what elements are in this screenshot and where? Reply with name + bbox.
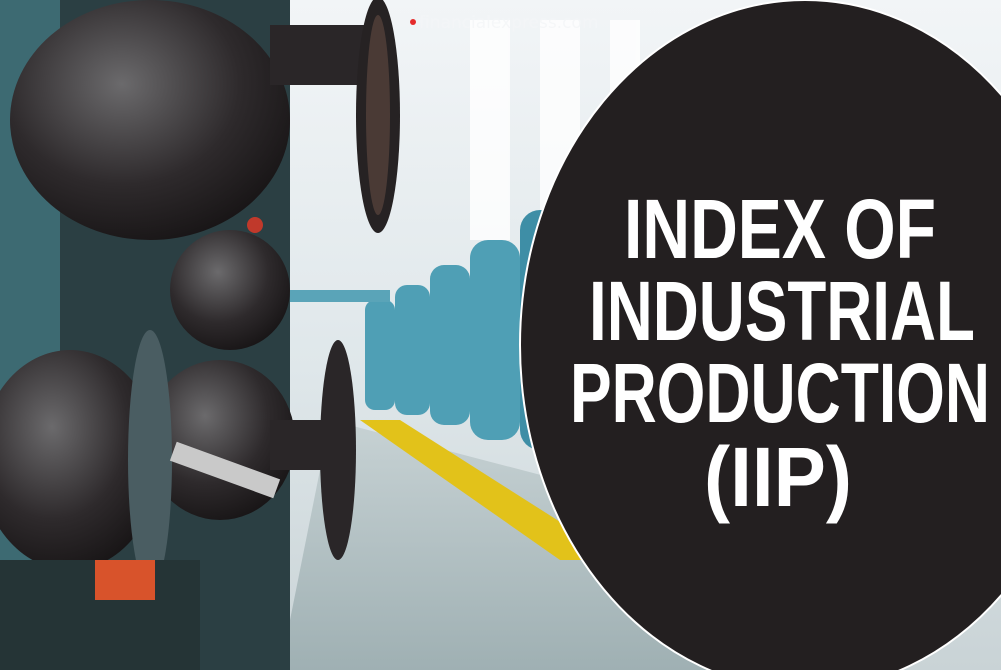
pipe (290, 290, 390, 302)
headline-line: PRODUCTION (570, 346, 990, 440)
watermark: financialexpress.com (419, 13, 598, 33)
headline-line: (IIP) (704, 430, 852, 524)
watermark-dot (410, 19, 416, 25)
headline-line: INDEX OF (624, 182, 936, 276)
photo: financialexpress.com INDEX OF INDUSTRIAL… (0, 0, 1001, 670)
headline-line: INDUSTRIAL (589, 264, 975, 358)
